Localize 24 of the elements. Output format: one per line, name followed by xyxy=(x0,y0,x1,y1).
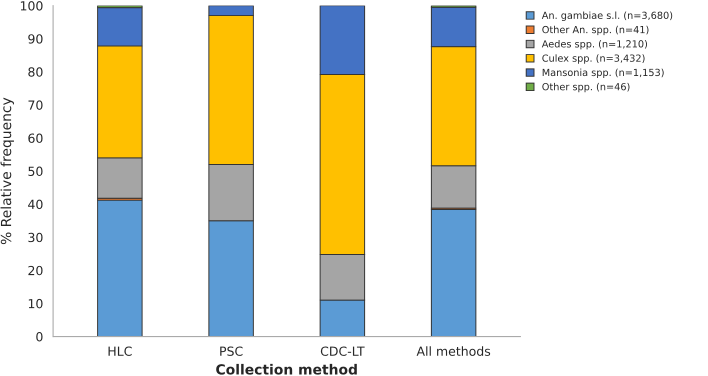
legend-label: An. gambiae s.l. (n=3,680) xyxy=(542,11,672,21)
x-tick-label: All methods xyxy=(416,346,490,356)
x-tick-label: PSC xyxy=(220,346,243,356)
y-tick-label: 50 xyxy=(28,166,43,176)
x-tick-label: CDC-LT xyxy=(320,346,365,356)
y-tick-label: 0 xyxy=(36,332,43,342)
y-tick-label: 60 xyxy=(28,133,43,143)
legend-label: Other spp. (n=46) xyxy=(542,82,630,92)
y-tick-label: 40 xyxy=(28,200,43,210)
x-axis-title: Collection method xyxy=(216,364,357,375)
y-axis-title: % Relative frequency xyxy=(0,98,14,244)
y-tick-label: 100 xyxy=(20,1,43,11)
legend-label: Culex spp. (n=3,432) xyxy=(542,54,645,64)
legend-label: Mansonia spp. (n=1,153) xyxy=(542,68,664,78)
y-tick-label: 80 xyxy=(28,67,43,77)
y-tick-label: 90 xyxy=(28,34,43,44)
y-tick-label: 70 xyxy=(28,100,43,110)
y-tick-label: 10 xyxy=(28,298,43,308)
legend-label: Other An. spp. (n=41) xyxy=(542,26,648,36)
y-tick-label: 30 xyxy=(28,232,43,242)
x-tick-label: HLC xyxy=(108,346,132,356)
y-tick-label: 20 xyxy=(28,266,43,276)
bar xyxy=(97,200,143,337)
legend-label: Aedes spp. (n=1,210) xyxy=(542,40,648,50)
